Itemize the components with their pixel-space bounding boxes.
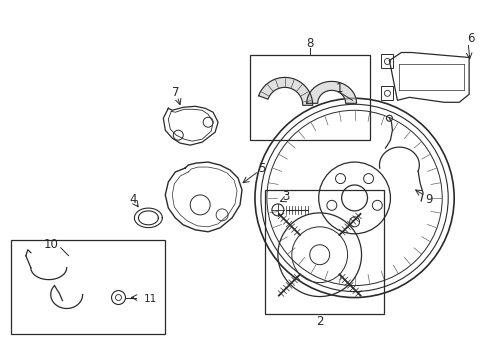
Text: 8: 8 — [305, 37, 313, 50]
Bar — [264, 190, 384, 315]
Text: 2: 2 — [315, 315, 323, 328]
Text: 3: 3 — [282, 190, 289, 203]
Text: 1: 1 — [335, 82, 343, 95]
Text: 10: 10 — [43, 238, 58, 251]
Bar — [381, 86, 393, 100]
Polygon shape — [306, 81, 356, 103]
Polygon shape — [258, 77, 312, 105]
Text: 4: 4 — [129, 193, 137, 206]
Text: 5: 5 — [258, 162, 265, 175]
Bar — [249, 55, 369, 140]
Text: 11: 11 — [143, 293, 156, 303]
Text: 7: 7 — [171, 86, 179, 99]
Text: 6: 6 — [467, 32, 474, 45]
Text: 9: 9 — [425, 193, 432, 206]
Bar — [11, 240, 165, 334]
Bar — [381, 54, 393, 68]
